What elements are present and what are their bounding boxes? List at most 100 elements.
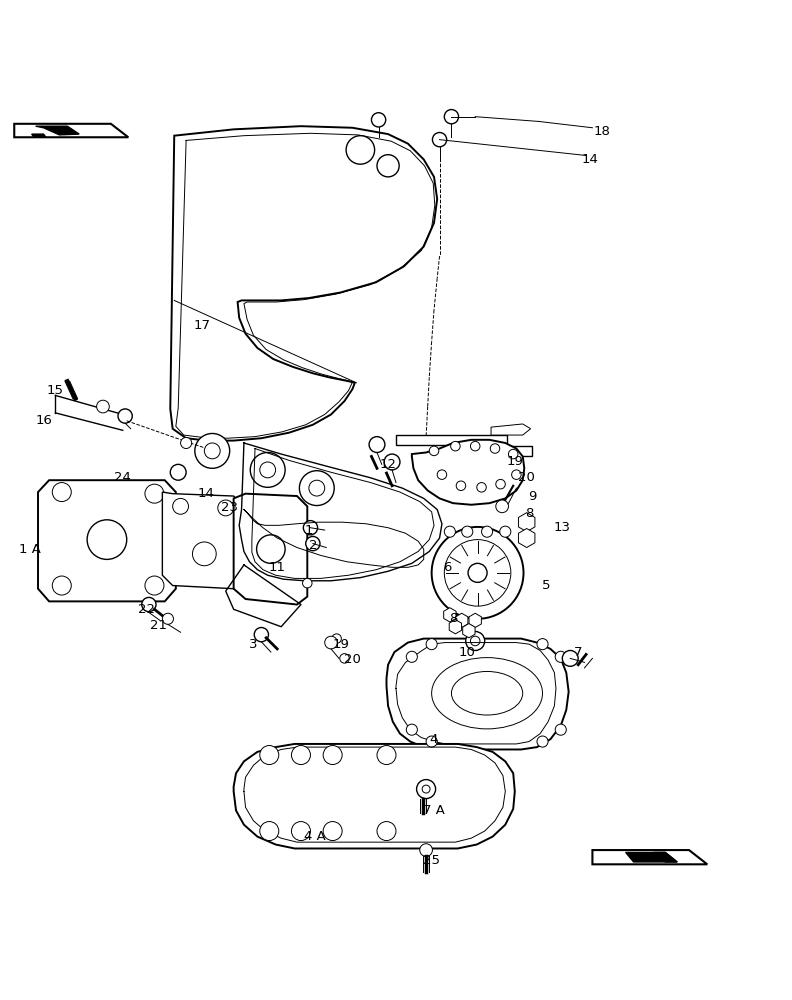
Circle shape: [204, 443, 220, 459]
Circle shape: [192, 542, 216, 566]
Circle shape: [371, 113, 386, 127]
Circle shape: [500, 526, 511, 537]
Circle shape: [508, 449, 518, 459]
Circle shape: [555, 724, 566, 735]
Circle shape: [369, 437, 385, 452]
Circle shape: [377, 822, 396, 841]
Circle shape: [291, 746, 310, 765]
Polygon shape: [32, 134, 46, 137]
Circle shape: [406, 724, 417, 735]
Text: 15: 15: [47, 384, 64, 397]
Circle shape: [496, 479, 505, 489]
Circle shape: [118, 409, 132, 423]
Circle shape: [195, 433, 230, 468]
Text: 22: 22: [138, 603, 155, 616]
Polygon shape: [653, 852, 677, 862]
Text: 3: 3: [249, 638, 257, 651]
Circle shape: [346, 136, 375, 164]
Text: 14: 14: [581, 153, 599, 166]
Text: 1: 1: [305, 524, 313, 537]
Text: 20: 20: [344, 653, 361, 666]
Circle shape: [468, 563, 487, 582]
Circle shape: [426, 736, 437, 747]
Polygon shape: [626, 852, 677, 862]
Text: 21: 21: [150, 619, 167, 632]
Circle shape: [456, 481, 466, 490]
Circle shape: [377, 746, 396, 765]
Circle shape: [162, 613, 173, 624]
Circle shape: [466, 631, 485, 650]
Text: 24: 24: [114, 471, 131, 484]
Circle shape: [444, 540, 511, 606]
Circle shape: [325, 636, 337, 649]
Circle shape: [417, 780, 436, 799]
Circle shape: [426, 639, 437, 650]
Circle shape: [420, 844, 432, 856]
Text: 11: 11: [268, 561, 286, 574]
Text: 17: 17: [193, 319, 211, 332]
Polygon shape: [396, 435, 532, 456]
Circle shape: [145, 484, 164, 503]
Polygon shape: [234, 744, 515, 848]
Circle shape: [537, 639, 548, 650]
Circle shape: [429, 446, 439, 456]
Circle shape: [496, 500, 508, 513]
Circle shape: [537, 736, 548, 747]
Circle shape: [444, 110, 459, 124]
Text: 6: 6: [444, 561, 451, 574]
Polygon shape: [36, 126, 79, 135]
Circle shape: [309, 480, 325, 496]
Polygon shape: [162, 492, 244, 589]
Polygon shape: [234, 494, 307, 605]
Text: 13: 13: [554, 521, 571, 534]
Circle shape: [432, 527, 524, 619]
Circle shape: [291, 822, 310, 841]
Circle shape: [422, 785, 430, 793]
Text: 8: 8: [525, 507, 533, 520]
Text: 4: 4: [430, 733, 438, 746]
Polygon shape: [170, 126, 437, 441]
Text: 12: 12: [379, 458, 397, 471]
Text: 10: 10: [459, 646, 476, 659]
Circle shape: [490, 444, 500, 453]
Circle shape: [257, 535, 285, 563]
Circle shape: [181, 437, 192, 449]
Text: 5: 5: [543, 579, 550, 592]
Circle shape: [306, 536, 320, 551]
Text: 1 A: 1 A: [19, 543, 41, 556]
Ellipse shape: [451, 671, 523, 715]
Circle shape: [145, 576, 164, 595]
Circle shape: [470, 441, 480, 451]
Text: 23: 23: [221, 501, 238, 514]
Circle shape: [437, 470, 447, 479]
Circle shape: [97, 400, 109, 413]
Text: 7 A: 7 A: [423, 804, 445, 817]
Circle shape: [52, 576, 71, 595]
Circle shape: [299, 471, 334, 506]
Circle shape: [250, 452, 285, 487]
Text: 25: 25: [423, 854, 440, 867]
Text: 20: 20: [518, 471, 535, 484]
Circle shape: [173, 498, 188, 514]
Text: 14: 14: [197, 487, 215, 500]
Circle shape: [332, 634, 341, 643]
Circle shape: [242, 494, 257, 509]
Text: 18: 18: [593, 125, 611, 138]
Polygon shape: [386, 639, 569, 749]
Circle shape: [340, 654, 349, 663]
Circle shape: [384, 454, 400, 470]
Polygon shape: [592, 850, 707, 864]
Circle shape: [303, 578, 312, 588]
Circle shape: [451, 441, 460, 451]
Text: 4 A: 4 A: [304, 830, 326, 843]
Circle shape: [477, 483, 486, 492]
Polygon shape: [412, 440, 524, 505]
Circle shape: [260, 822, 279, 841]
Circle shape: [323, 822, 342, 841]
Text: 16: 16: [35, 414, 52, 427]
Text: 7: 7: [574, 646, 582, 659]
Circle shape: [303, 521, 318, 535]
Polygon shape: [38, 480, 176, 601]
Text: 19: 19: [332, 638, 349, 651]
Circle shape: [170, 464, 186, 480]
